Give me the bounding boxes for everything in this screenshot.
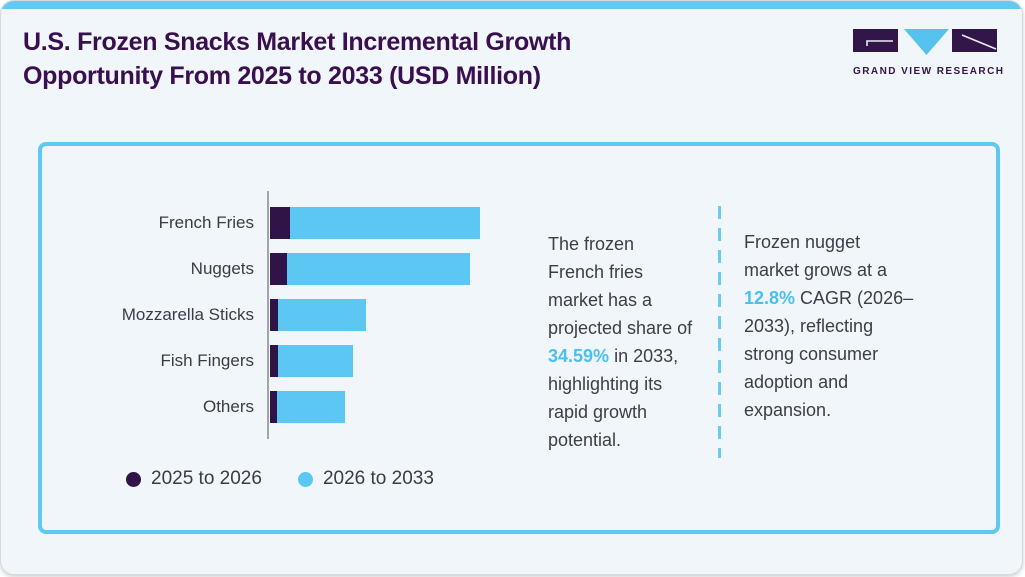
bar-row: Nuggets bbox=[42, 253, 996, 285]
legend-item: 2025 to 2026 bbox=[126, 468, 262, 490]
bar-row: French Fries bbox=[42, 207, 996, 239]
gvr-logo-caption: GRAND VIEW RESEARCH bbox=[853, 66, 1005, 77]
bar-row: Others bbox=[42, 391, 996, 423]
legend-item: 2026 to 2033 bbox=[297, 468, 434, 490]
dashed-divider bbox=[718, 206, 721, 458]
category-label: Others bbox=[202, 397, 254, 416]
highlight-share-value: 34.59% bbox=[548, 346, 610, 366]
bar-segment-2025-to-2026 bbox=[270, 299, 278, 331]
bar-row: Fish Fingers bbox=[42, 345, 996, 377]
bar-segment-2026-to-2033 bbox=[278, 345, 353, 377]
bar-segment-2025-to-2026 bbox=[270, 253, 287, 285]
annotation-text: CAGR (2026–2033), reflecting strong cons… bbox=[744, 288, 914, 420]
bar-segment-2026-to-2033 bbox=[287, 253, 470, 285]
page-title: U.S. Frozen Snacks Market Incremental Gr… bbox=[23, 28, 572, 90]
grand-view-research-logo: GRAND VIEW RESEARCH bbox=[853, 27, 1005, 77]
bar-segment-2025-to-2026 bbox=[270, 345, 278, 377]
legend-dot-icon bbox=[126, 471, 141, 487]
category-label: French Fries bbox=[158, 213, 254, 232]
category-label: Fish Fingers bbox=[160, 351, 254, 370]
highlight-cagr-value: 12.8% bbox=[744, 288, 796, 308]
legend-label: 2025 to 2026 bbox=[151, 468, 262, 489]
category-label: Nuggets bbox=[190, 259, 254, 278]
bar-segment-2026-to-2033 bbox=[278, 299, 366, 331]
bar-segment-2026-to-2033 bbox=[290, 207, 480, 239]
chart-panel: French Fries Nuggets Mozzarella Sticks Fish… bbox=[38, 142, 1000, 534]
category-label: Mozzarella Sticks bbox=[121, 305, 254, 324]
top-accent-strip bbox=[1, 1, 1022, 9]
bar-segment-2025-to-2026 bbox=[270, 207, 290, 239]
chart-legend: 2025 to 2026 2026 to 2033 bbox=[126, 468, 434, 490]
annotation-text: Frozen nugget market grows at a bbox=[744, 232, 888, 280]
y-axis-line bbox=[267, 191, 269, 439]
gvr-logo-icon bbox=[853, 29, 997, 55]
bar-row: Mozzarella Sticks bbox=[42, 299, 996, 331]
annotation-text: in 2033, highlighting its rapid growth p… bbox=[548, 346, 679, 450]
legend-dot-icon bbox=[297, 471, 313, 487]
bar-segment-2026-to-2033 bbox=[277, 391, 345, 423]
legend-label: 2026 to 2033 bbox=[322, 468, 434, 489]
annotation-nuggets: Frozen nugget market grows at a 12.8% CA… bbox=[744, 228, 914, 424]
annotation-french-fries: The frozen French fries market has a pro… bbox=[548, 230, 694, 454]
bar-segment-2025-to-2026 bbox=[270, 391, 277, 423]
annotation-text: The frozen French fries market has a pro… bbox=[548, 234, 693, 338]
